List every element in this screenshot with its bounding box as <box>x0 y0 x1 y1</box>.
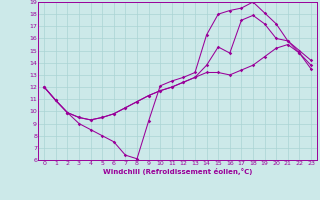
X-axis label: Windchill (Refroidissement éolien,°C): Windchill (Refroidissement éolien,°C) <box>103 168 252 175</box>
